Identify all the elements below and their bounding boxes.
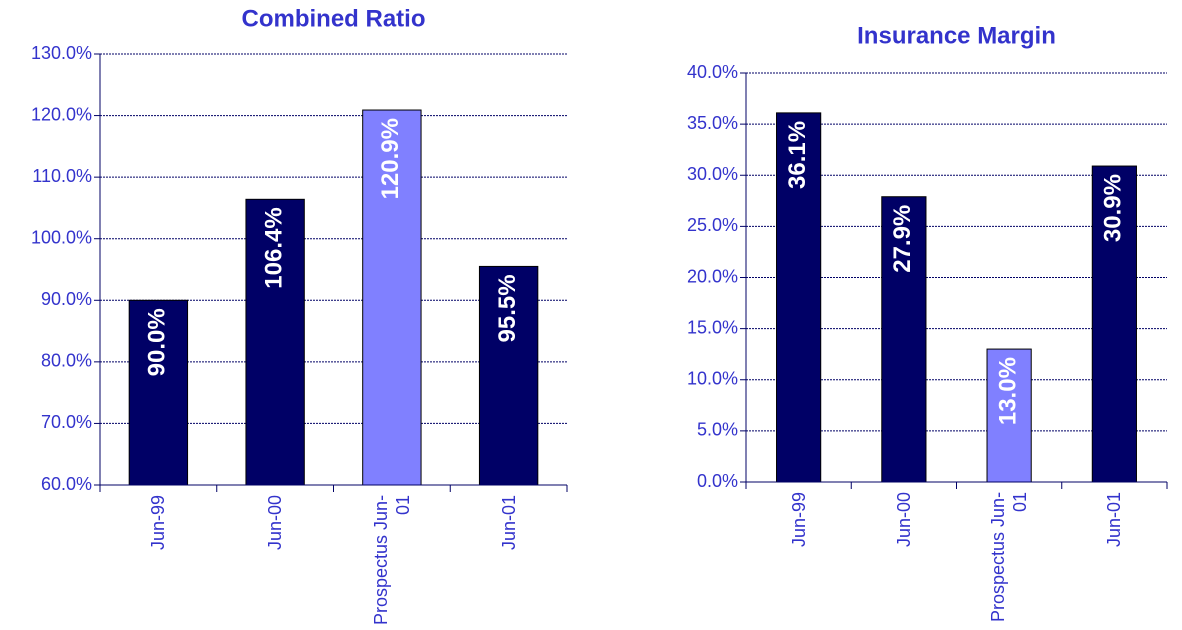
- x-tick-label: Jun-00: [893, 492, 914, 548]
- bar: [1091, 165, 1137, 483]
- value-label: 27.9%: [889, 205, 916, 273]
- value-label: 13.0%: [994, 357, 1021, 425]
- bar: [362, 109, 422, 486]
- x-tick-label: Jun-00: [265, 495, 286, 551]
- y-tick-label: 30.0%: [687, 164, 738, 184]
- value-label: 95.5%: [494, 274, 521, 342]
- y-tick-label: 5.0%: [697, 420, 738, 440]
- y-tick-label: 15.0%: [687, 317, 738, 337]
- chart-title: Combined Ratio: [242, 5, 426, 32]
- y-tick-label: 130.0%: [31, 43, 92, 63]
- value-label: 106.4%: [260, 207, 287, 288]
- y-tick-label: 70.0%: [41, 412, 92, 432]
- value-label: 36.1%: [784, 121, 811, 189]
- y-tick-label: 120.0%: [31, 104, 92, 124]
- x-tick-label: Jun-99: [788, 492, 809, 548]
- value-label: 120.9%: [377, 118, 404, 199]
- y-tick-label: 60.0%: [41, 474, 92, 494]
- x-tick-label: Prospectus Jun-01: [370, 495, 413, 626]
- y-tick-label: 0.0%: [697, 471, 738, 491]
- x-tick-label: Jun-01: [498, 495, 519, 551]
- y-tick-label: 110.0%: [32, 166, 92, 186]
- y-tick-label: 90.0%: [41, 289, 92, 309]
- value-label: 90.0%: [144, 308, 171, 376]
- bar: [128, 299, 189, 486]
- bar: [245, 198, 305, 486]
- y-tick-label: 10.0%: [687, 369, 738, 389]
- y-tick-label: 40.0%: [687, 62, 738, 82]
- x-tick-label: Prospectus Jun-01: [988, 492, 1031, 623]
- y-tick-label: 20.0%: [687, 266, 738, 286]
- bar: [776, 112, 822, 483]
- value-label: 30.9%: [1100, 174, 1127, 242]
- y-tick-label: 100.0%: [31, 227, 92, 247]
- bar: [986, 348, 1032, 483]
- x-tick-label: Jun-01: [1104, 492, 1125, 548]
- bar: [881, 196, 927, 483]
- y-tick-label: 35.0%: [687, 113, 738, 133]
- x-tick-label: Jun-99: [148, 495, 169, 551]
- y-tick-label: 80.0%: [41, 351, 92, 371]
- y-tick-label: 25.0%: [687, 215, 738, 235]
- chart-title: Insurance Margin: [857, 22, 1056, 49]
